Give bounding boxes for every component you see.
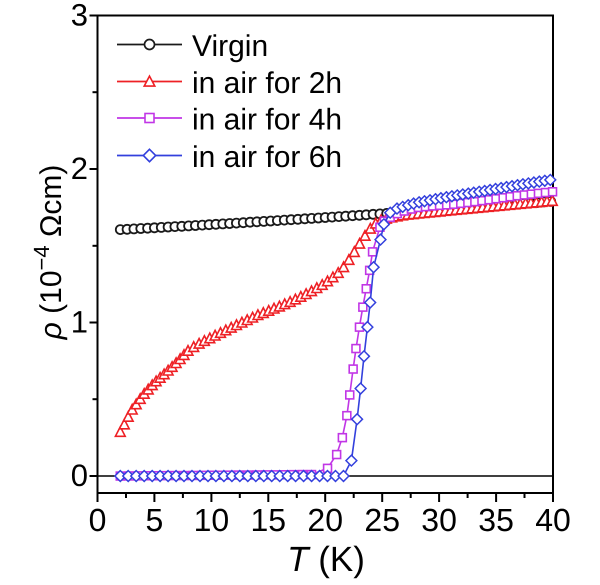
svg-text:3: 3 [71,0,88,32]
svg-text:10: 10 [194,502,230,538]
svg-text:25: 25 [364,502,400,538]
svg-text:5: 5 [146,502,164,538]
svg-text:in air for 2h: in air for 2h [192,67,342,100]
svg-text:Virgin: Virgin [192,30,268,63]
svg-text:T (K): T (K) [287,540,365,579]
svg-text:15: 15 [251,502,287,538]
svg-text:40: 40 [535,502,571,538]
svg-text:1: 1 [71,304,88,339]
svg-text:in air for 6h: in air for 6h [192,141,342,174]
svg-text:ρ (10−4 Ωcm): ρ (10−4 Ωcm) [29,165,68,341]
svg-text:30: 30 [421,502,457,538]
svg-text:20: 20 [307,502,343,538]
svg-text:in air for 4h: in air for 4h [192,103,342,136]
svg-text:35: 35 [478,502,514,538]
svg-text:0: 0 [71,458,88,493]
svg-text:2: 2 [71,151,88,186]
svg-text:0: 0 [89,502,107,538]
